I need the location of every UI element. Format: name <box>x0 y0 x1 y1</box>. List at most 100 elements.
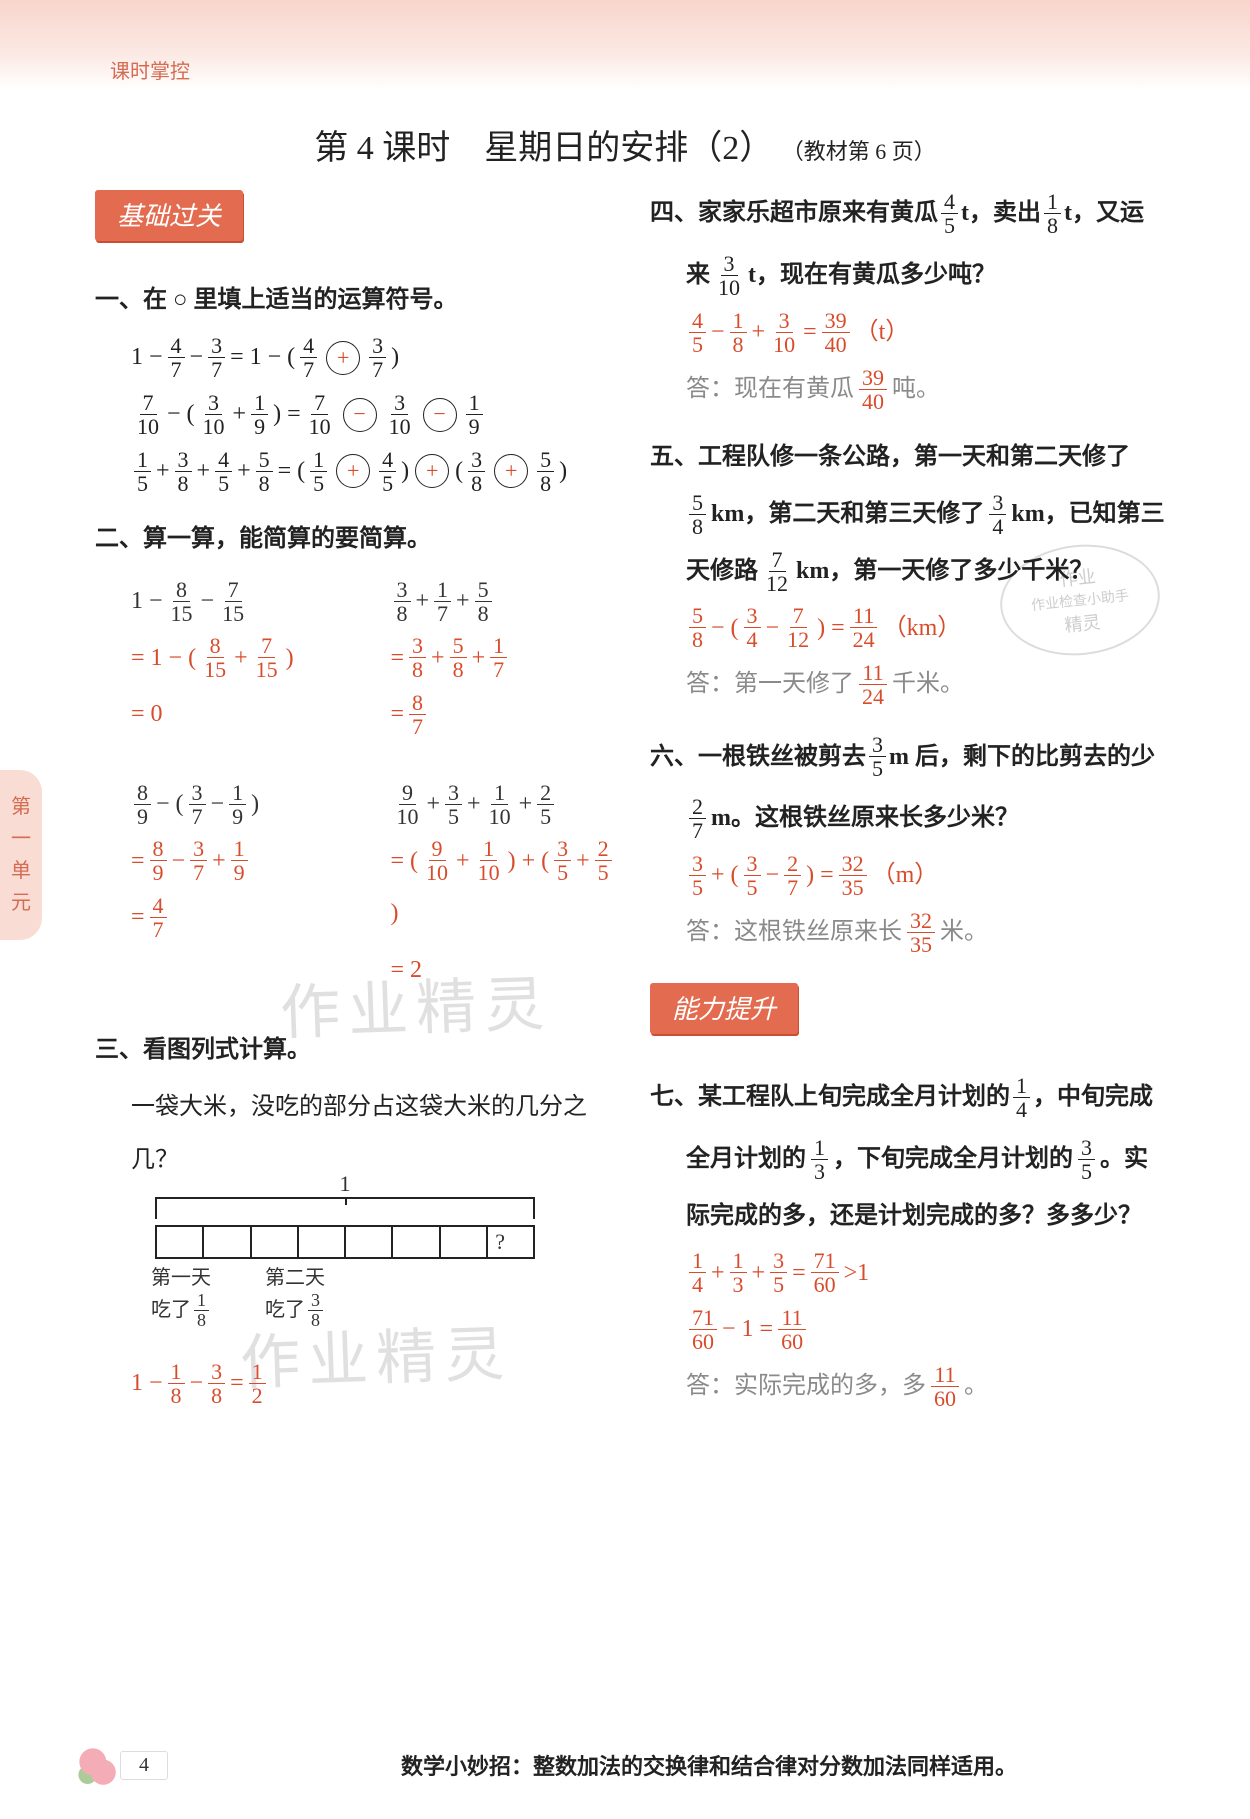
text: + <box>472 633 486 683</box>
fraction: 58 <box>537 448 554 495</box>
text: − <box>172 836 186 886</box>
text: = ( <box>278 445 306 498</box>
diagram-day1: 第一天 吃了 18 <box>151 1265 212 1330</box>
text: + <box>156 445 170 498</box>
diagram-brace <box>155 1197 535 1219</box>
text: ) <box>559 445 567 498</box>
text: t，现在有黄瓜多少吨？ <box>748 249 996 302</box>
text: 吨。 <box>892 363 940 416</box>
text: 1 − <box>131 331 163 384</box>
q3-head: 三、看图列式计算。 <box>95 1031 620 1069</box>
text: + <box>237 445 251 498</box>
operator-blank: − <box>423 398 457 432</box>
text: 千米。 <box>892 658 964 711</box>
q7-calc2: 7160 − 1 = 1160 <box>686 1303 1175 1356</box>
q1-head: 一、在 ○ 里填上适当的运算符号。 <box>95 281 620 319</box>
text: 答：现在有黄瓜 <box>686 363 854 416</box>
text: + <box>233 388 247 441</box>
badge-basic: 基础过关 <box>95 190 243 241</box>
q1-row3: 15 + 38 + 45 + 58 = ( 15 + 45 ) + ( 38 +… <box>131 445 620 498</box>
fraction: 45 <box>379 448 396 495</box>
q3-answer: 1 − 18 − 38 = 12 <box>131 1357 620 1410</box>
text: − <box>711 306 725 359</box>
fraction: 47 <box>168 334 185 381</box>
text: = <box>391 689 405 739</box>
q1-row1: 1 − 47 − 37 = 1 − ( 47 + 37 ) <box>131 331 620 384</box>
q4-line2: 来 310 t，现在有黄瓜多少吨？ <box>686 249 1175 302</box>
text: + <box>427 779 441 829</box>
fraction: 58 <box>256 448 273 495</box>
fraction: 47 <box>300 334 317 381</box>
text: ) <box>251 779 259 829</box>
text: + <box>212 836 226 886</box>
text: ) <box>401 445 409 498</box>
q5-answer: 答：第一天修了 1124 千米。 <box>686 658 1175 711</box>
diagram-bar <box>155 1225 535 1259</box>
text: 吃了 <box>265 1297 305 1323</box>
q6-head: 六、一根铁丝被剪去 35 m 后，剩下的比剪去的少 <box>650 733 1175 780</box>
text: ) <box>286 633 294 683</box>
text: = <box>803 306 817 359</box>
text: 答：实际完成的多，多 <box>686 1360 926 1413</box>
q6-calc: 35 + ( 35 − 27 ) = 3235 （m） <box>686 849 1175 902</box>
text: = <box>230 1357 244 1410</box>
text: 吃了 <box>151 1297 191 1323</box>
text: 。实 <box>1100 1133 1148 1186</box>
text: 1 − <box>131 1357 163 1410</box>
text: 第一天 <box>151 1265 212 1291</box>
text: − <box>190 331 204 384</box>
text: t，卖出 <box>961 194 1041 232</box>
text: = ( <box>391 836 419 886</box>
q2-c2b: 910 + 35 + 110 + 25 = ( 910 + 110 ) + ( … <box>391 773 621 1001</box>
fraction: 15 <box>310 448 327 495</box>
q7-line3: 际完成的多，还是计划完成的多？多多少？ <box>686 1190 1175 1243</box>
text: + <box>752 1247 766 1300</box>
badge-improve: 能力提升 <box>650 983 798 1034</box>
q5-head: 五、工程队修一条公路，第一天和第二天修了 <box>650 438 1175 476</box>
operator-blank: + <box>415 454 449 488</box>
text: − ( <box>711 602 739 655</box>
text: − ( <box>156 779 184 829</box>
text: = 2 <box>391 945 621 995</box>
page-title-main: 第 4 课时 星期日的安排（2） <box>314 130 773 167</box>
text: ) <box>391 888 399 938</box>
q7-calc1: 14 + 13 + 35 = 7160 >1 <box>686 1247 1175 1300</box>
text: 六、一根铁丝被剪去 <box>650 738 866 776</box>
text: ) <box>391 331 399 384</box>
q5-line3: 天修路 712 km，第一天修了多少千米？ <box>686 545 1175 598</box>
side-tab-text: 第一单元 <box>11 791 31 919</box>
text: ) = <box>273 388 301 441</box>
operator-blank: − <box>343 398 377 432</box>
text: + <box>456 836 470 886</box>
text: 七、某工程队上旬完成全月计划的 <box>650 1078 1010 1116</box>
fraction: 710 <box>134 391 162 438</box>
fraction: 19 <box>466 391 483 438</box>
diagram-qmark: ? <box>495 1229 505 1255</box>
text: >1 <box>844 1247 870 1300</box>
text: + <box>234 633 248 683</box>
q7-head: 七、某工程队上旬完成全月计划的 14 ，中旬完成 <box>650 1074 1175 1121</box>
q2-block1: 1 − 815 − 715 = 1 − ( 815 + 715 ) = 0 38… <box>131 570 620 745</box>
text: = 0 <box>131 689 361 739</box>
q4-head: 四、家家乐超市原来有黄瓜 45 t，卖出 18 t，又运 <box>650 190 1175 237</box>
text: 全月计划的 <box>686 1133 806 1186</box>
text: + <box>576 836 590 886</box>
q3-diagram: 1 ? 第一天 吃了 18 第二天 吃了 38 <box>155 1197 535 1317</box>
page-title-sub: （教材第 6 页） <box>782 139 936 164</box>
text: ) = <box>806 849 834 902</box>
text: ，下旬完成全月计划的 <box>833 1133 1073 1186</box>
text: = <box>131 892 145 942</box>
fraction: 710 <box>306 391 334 438</box>
text: 答：这根铁丝原来长 <box>686 906 902 959</box>
text: （t） <box>855 306 910 359</box>
fraction: 15 <box>134 448 151 495</box>
text: − ( <box>167 388 195 441</box>
text: 四、家家乐超市原来有黄瓜 <box>650 194 938 232</box>
q6-line2: 27 m。这根铁丝原来长多少米？ <box>686 792 1175 845</box>
fraction: 37 <box>208 334 225 381</box>
text: m。这根铁丝原来长多少米？ <box>711 792 1019 845</box>
text: = <box>792 1247 806 1300</box>
text: 1 − <box>131 576 163 626</box>
operator-blank: + <box>326 341 360 375</box>
operator-blank: + <box>336 454 370 488</box>
